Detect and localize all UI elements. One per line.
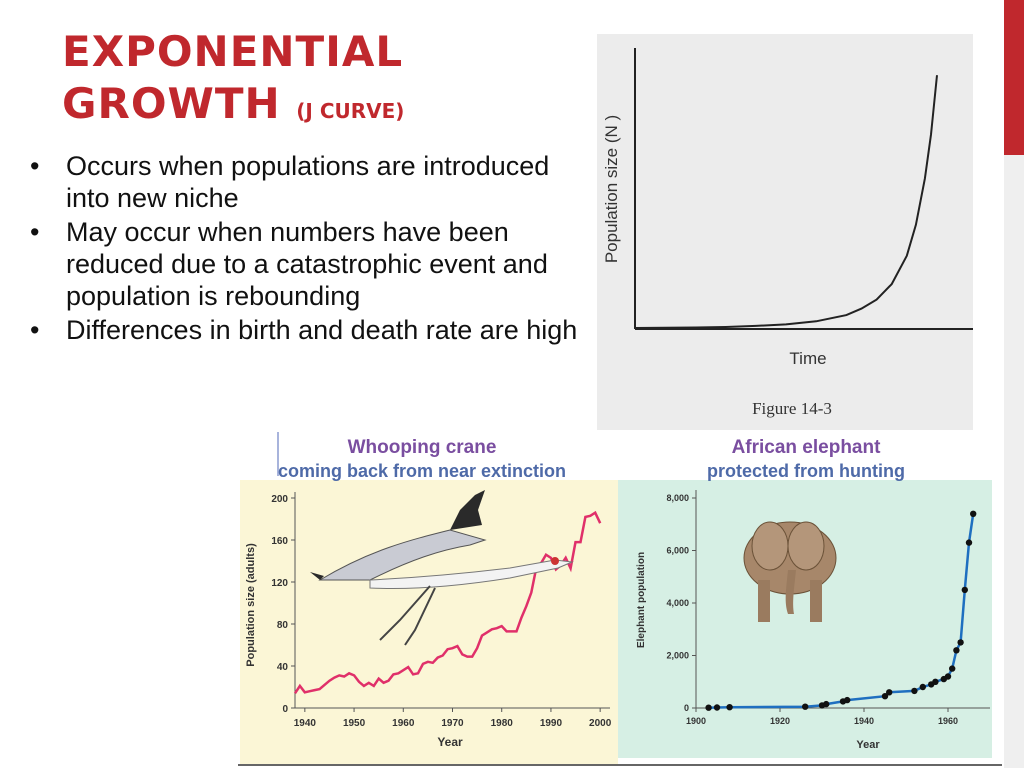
crane-x-tick-label: 1940 xyxy=(294,718,317,729)
bullet-icon: • xyxy=(30,315,40,345)
bullet-text: May occur when numbers have been reduced… xyxy=(66,217,548,311)
crane-x-tick-label: 1980 xyxy=(491,718,514,729)
elephant-data-point xyxy=(953,647,960,654)
elephant-data-point xyxy=(823,700,830,708)
bottom-charts-frame xyxy=(238,430,1002,766)
elephant-x-label: Year xyxy=(856,739,880,751)
bullet-list: • Occurs when populations are introduced … xyxy=(28,150,588,348)
accent-bar xyxy=(1004,0,1024,155)
elephant-x-tick-label: 1940 xyxy=(854,716,874,726)
crane-x-tick-label: 1950 xyxy=(343,718,366,729)
x-axis-label: Time xyxy=(789,349,826,368)
crane-y-tick-label: 0 xyxy=(282,704,288,715)
title-subtitle: (J CURVE) xyxy=(296,99,405,123)
crane-y-tick-label: 80 xyxy=(277,620,289,631)
crane-subtitle: coming back from near extinction xyxy=(278,461,566,481)
crane-plot-background xyxy=(240,480,618,764)
african-elephant-panel: African elephant protected from hunting … xyxy=(618,430,1002,764)
elephant-y-tick-label: 8,000 xyxy=(666,493,689,503)
elephant-x-tick-label: 1900 xyxy=(686,716,706,726)
elephant-data-point xyxy=(911,687,918,695)
crane-y-tick-label: 200 xyxy=(271,494,288,505)
elephant-illustration xyxy=(743,521,837,622)
elephant-data-point xyxy=(961,586,968,594)
elephant-title: African elephant xyxy=(732,437,882,458)
title-growth: GROWTH xyxy=(62,79,281,128)
elephant-data-point xyxy=(949,665,956,672)
crane-x-tick-label: 1960 xyxy=(392,718,415,729)
elephant-y-label: Elephant population xyxy=(636,552,647,648)
bullet-icon: • xyxy=(30,151,40,181)
elephant-population-curve xyxy=(708,513,975,709)
crane-y-tick-label: 120 xyxy=(271,578,288,589)
elephant-data-point xyxy=(957,639,964,646)
title-line-1: EXPONENTIAL xyxy=(62,27,404,76)
elephant-data-point xyxy=(844,696,851,704)
bullet-icon: • xyxy=(30,217,40,247)
crane-x-tick-label: 2000 xyxy=(589,718,612,729)
elephant-y-tick-label: 4,000 xyxy=(666,598,689,608)
slide-title: EXPONENTIAL GROWTH (J CURVE) xyxy=(62,26,404,137)
crane-illustration xyxy=(310,490,574,646)
bullet-text: Differences in birth and death rate are … xyxy=(66,315,578,345)
elephant-data-point xyxy=(944,673,952,680)
elephant-x-tick-label: 1920 xyxy=(770,716,790,726)
crane-x-label: Year xyxy=(437,735,463,749)
elephant-subtitle: protected from hunting xyxy=(707,461,905,481)
bullet-text: Occurs when populations are introduced i… xyxy=(66,151,550,213)
crane-y-label: Population size (adults) xyxy=(245,543,257,667)
crane-y-tick-label: 40 xyxy=(277,662,289,673)
elephant-y-tick-label: 0 xyxy=(684,703,689,713)
bullet-item: • Differences in birth and death rate are… xyxy=(28,314,588,346)
elephant-data-point xyxy=(919,683,926,691)
elephant-data-point xyxy=(802,703,809,710)
j-curve-chart: Population size (N ) Time Figure 14-3 xyxy=(602,48,973,418)
elephant-data-point xyxy=(705,704,712,711)
crane-y-tick-label: 160 xyxy=(271,536,288,547)
elephant-data-point xyxy=(726,704,733,711)
y-axis-label: Population size (N ) xyxy=(602,115,621,263)
bullet-item: • May occur when numbers have been reduce… xyxy=(28,216,588,312)
crane-axes: 0 40 80 120 160 200 1940 1950 1960 1970 1980 1990 20… xyxy=(271,492,612,729)
figure-caption: Figure 14-3 xyxy=(752,399,832,418)
elephant-data-points xyxy=(705,510,977,711)
crane-title: Whooping crane xyxy=(348,437,497,458)
whooping-crane-panel: Whooping crane coming back from near ext… xyxy=(240,430,618,764)
side-strip xyxy=(1004,155,1024,768)
elephant-y-tick-label: 2,000 xyxy=(666,651,689,661)
whooping-crane-chart: Whooping crane coming back from near ext… xyxy=(240,432,618,764)
elephant-x-tick-label: 1960 xyxy=(938,716,958,726)
elephant-data-point xyxy=(932,678,939,685)
crane-population-line xyxy=(293,510,602,694)
elephant-data-point xyxy=(970,510,977,517)
elephant-data-point xyxy=(881,693,889,700)
title-line-2: GROWTH (J CURVE) xyxy=(62,78,404,137)
african-elephant-chart: African elephant protected from hunting … xyxy=(618,437,992,758)
elephant-data-point xyxy=(713,704,721,711)
j-curve-figure: Population size (N ) Time Figure 14-3 xyxy=(597,34,973,436)
elephant-y-tick-label: 6,000 xyxy=(666,546,689,556)
j-curve-line xyxy=(634,75,938,329)
crane-x-tick-label: 1990 xyxy=(540,718,563,729)
elephant-data-point xyxy=(965,539,973,546)
crane-x-tick-label: 1970 xyxy=(441,718,464,729)
bullet-item: • Occurs when populations are introduced … xyxy=(28,150,588,214)
elephant-data-point xyxy=(886,689,893,696)
